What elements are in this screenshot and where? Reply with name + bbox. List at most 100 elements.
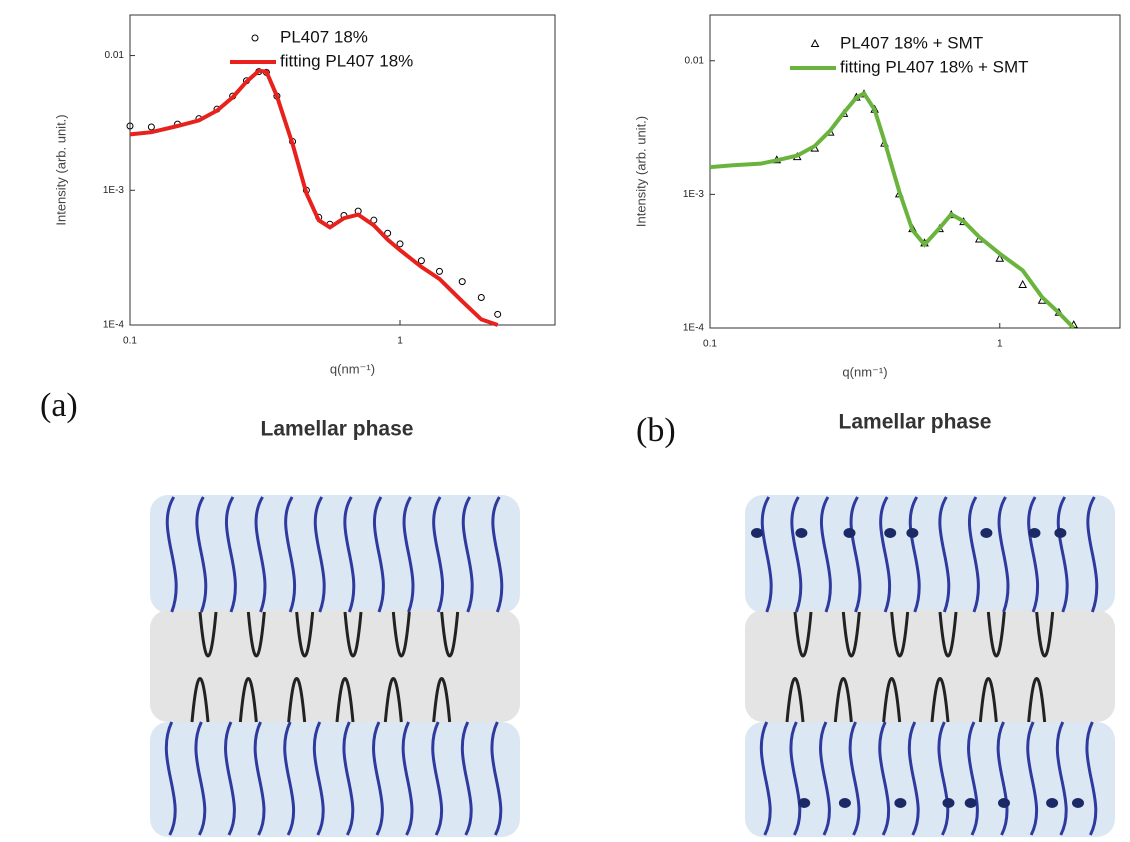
smt-molecule [894, 798, 907, 808]
fit-line [129, 68, 499, 327]
peo-chain [1085, 721, 1098, 836]
peo-chain [343, 496, 356, 613]
legend-label: fitting PL407 18% [280, 51, 413, 70]
y-tick-label: 1E-4 [683, 323, 705, 334]
smt-molecule [1046, 798, 1059, 808]
peo-chain [432, 496, 444, 613]
ppo-hairpin [1035, 611, 1055, 658]
ppo-hairpin [1027, 677, 1047, 723]
panel-label: (b) [636, 412, 676, 449]
diagram-title: Lamellar phase [261, 418, 414, 441]
peo-chain [254, 496, 267, 613]
peo-chain [1026, 721, 1039, 836]
peo-chain [313, 496, 326, 613]
data-point [396, 240, 404, 248]
peo-chain [997, 496, 1010, 613]
y-axis-label: Intensity (arb. unit.) [53, 114, 68, 225]
y-tick-label: 1E-3 [683, 189, 705, 200]
peo-chain [342, 721, 355, 836]
ppo-hairpin [432, 677, 452, 723]
peo-chain [372, 496, 385, 613]
data-point [126, 122, 134, 130]
smt-molecule [906, 528, 919, 538]
peo-chain [490, 721, 503, 836]
legend-swatch [251, 34, 259, 42]
data-point [384, 229, 392, 237]
data-point [458, 278, 466, 286]
peo-chain [460, 721, 473, 836]
peo-chain [1027, 496, 1039, 613]
data-point [995, 253, 1005, 262]
y-tick-label: 1E-3 [103, 185, 125, 196]
smt-molecule [751, 528, 763, 538]
peo-chain [819, 496, 832, 613]
ppo-hairpin [383, 677, 403, 723]
legend-label: PL407 18% [280, 27, 368, 46]
smt-molecule [1072, 798, 1084, 808]
plot-frame [129, 14, 556, 326]
peo-chain [372, 721, 384, 836]
ppo-hairpin [938, 611, 958, 658]
y-tick-label: 0.01 [685, 55, 705, 66]
peo-chain [996, 721, 1009, 836]
ppo-hairpin [841, 611, 861, 658]
data-point [1018, 279, 1028, 288]
ppo-hairpin [793, 611, 813, 658]
data-point [147, 123, 155, 131]
smt-molecule [795, 528, 808, 538]
smt-molecule [998, 798, 1010, 808]
hydrophilic-layer [150, 495, 520, 613]
ppo-hairpin [287, 677, 307, 723]
peo-chain [879, 496, 891, 613]
peo-chain [790, 496, 803, 613]
legend-label: fitting PL407 18% + SMT [840, 57, 1029, 76]
legend-label: PL407 18% + SMT [840, 33, 983, 52]
y-axis-label: Intensity (arb. unit.) [633, 116, 648, 227]
peo-chain [848, 721, 861, 836]
peo-chain [402, 496, 415, 613]
peo-chain [1055, 721, 1068, 836]
x-axis-label: q(nm⁻¹) [842, 364, 887, 379]
ppo-hairpin [833, 677, 853, 723]
smt-molecule [884, 528, 897, 538]
peo-chain [401, 721, 414, 836]
ppo-hairpin [343, 611, 363, 658]
peo-chain [937, 721, 950, 836]
peo-chain [491, 496, 504, 613]
peo-chain [253, 721, 266, 836]
peo-chain [819, 721, 831, 836]
plot-frame [709, 14, 1121, 329]
peo-chain [461, 496, 474, 613]
ppo-hairpin [882, 677, 902, 723]
ppo-hairpin [391, 611, 411, 658]
peo-chain [760, 496, 773, 613]
peo-chain [284, 496, 296, 613]
legend-swatch [810, 38, 820, 47]
data-point [417, 257, 425, 265]
ppo-hairpin [190, 677, 210, 723]
smt-molecule [798, 798, 811, 808]
lamellar-diagram [745, 495, 1115, 837]
smt-molecule [942, 798, 955, 808]
peo-chain [789, 721, 802, 836]
x-tick-label: 0.1 [703, 339, 717, 350]
hydrophilic-layer [745, 722, 1115, 837]
y-tick-label: 0.01 [105, 50, 125, 61]
peo-chain [938, 496, 951, 613]
ppo-hairpin [295, 611, 315, 658]
peo-chain [878, 721, 891, 836]
peo-chain [967, 496, 980, 613]
ppo-hairpin [890, 611, 910, 658]
peo-chain [907, 721, 920, 836]
panel-label: (a) [40, 387, 78, 424]
ppo-hairpin [930, 677, 950, 723]
x-tick-label: 0.1 [123, 336, 137, 347]
x-axis-label: q(nm⁻¹) [330, 361, 375, 376]
ppo-hairpin [198, 611, 218, 658]
peo-chain [312, 721, 325, 836]
peo-chain [967, 721, 979, 836]
peo-chain [224, 496, 237, 613]
peo-chain [194, 721, 207, 836]
peo-chain [1056, 496, 1069, 613]
lamellar-diagram [150, 495, 520, 837]
